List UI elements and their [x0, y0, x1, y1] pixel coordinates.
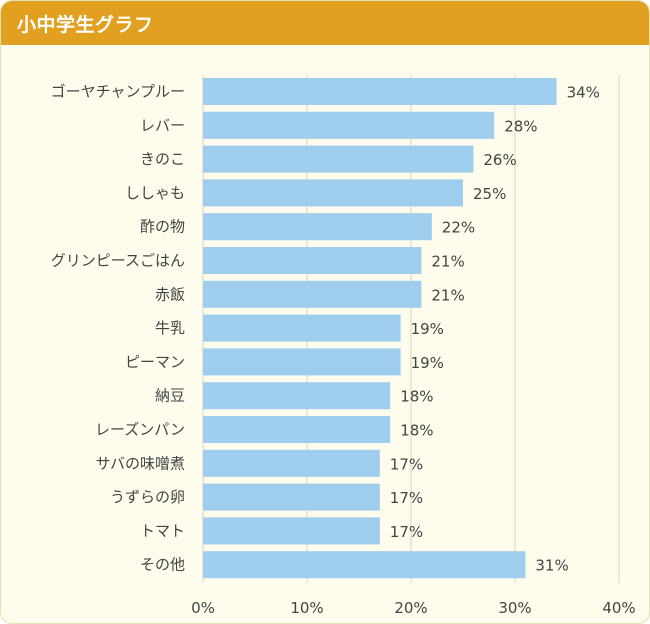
category-label: 酢の物	[140, 218, 185, 236]
bar	[203, 179, 463, 207]
category-label: 牛乳	[155, 319, 185, 337]
bar	[203, 314, 401, 342]
value-label: 18%	[400, 388, 433, 406]
category-label: 納豆	[155, 387, 185, 405]
bar	[203, 111, 495, 139]
category-label: サバの味噌煮	[96, 454, 185, 472]
category-label: レーズンパン	[95, 421, 185, 439]
value-label: 19%	[411, 320, 444, 338]
x-tick-label: 10%	[290, 599, 323, 617]
value-label: 18%	[400, 422, 433, 440]
chart-header-title: 小中学生グラフ	[17, 14, 154, 36]
bar	[203, 483, 380, 511]
bar	[203, 416, 391, 443]
x-tick-label: 40%	[602, 599, 635, 617]
x-tick-label: 20%	[394, 599, 427, 617]
bar	[203, 145, 474, 173]
value-label: 21%	[431, 286, 464, 304]
value-label: 21%	[431, 253, 464, 271]
value-label: 17%	[390, 489, 423, 507]
bar	[203, 78, 557, 105]
bar	[203, 449, 380, 477]
category-label: ししゃも	[125, 184, 185, 202]
bar	[203, 280, 422, 308]
category-label: 赤飯	[155, 285, 185, 303]
value-label: 17%	[390, 523, 423, 541]
category-label: きのこ	[140, 150, 185, 168]
value-label: 28%	[504, 117, 537, 135]
bar	[203, 382, 391, 410]
category-label: ピーマン	[125, 353, 185, 371]
chart-header: 小中学生グラフ	[1, 1, 649, 45]
category-label: レバー	[140, 116, 185, 134]
value-label: 25%	[473, 185, 506, 203]
bar	[203, 247, 422, 274]
value-label: 26%	[483, 151, 516, 169]
category-label: グリンピースごはん	[51, 252, 185, 270]
bar	[203, 517, 380, 545]
value-label: 19%	[411, 354, 444, 372]
x-tick-label: 30%	[498, 599, 531, 617]
bar	[203, 348, 401, 376]
bar	[203, 551, 526, 579]
value-label: 17%	[390, 455, 423, 473]
category-label: その他	[140, 556, 185, 574]
x-tick-label: 0%	[191, 599, 215, 617]
value-label: 34%	[567, 84, 600, 102]
value-label: 22%	[442, 219, 475, 237]
category-label: トマト	[140, 522, 185, 540]
value-label: 31%	[535, 557, 568, 575]
category-label: うずらの卵	[110, 488, 185, 506]
bar	[203, 213, 432, 241]
category-label: ゴーヤチャンプルー	[51, 83, 185, 101]
